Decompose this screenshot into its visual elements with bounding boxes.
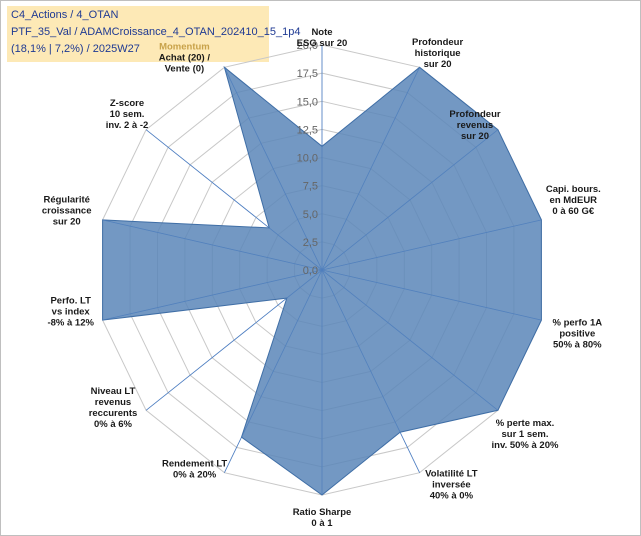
axis-label-1-line-2: sur 20 [424, 59, 452, 70]
axis-label-5-line-0: % perte max. [496, 418, 555, 429]
tick-label-2: 5,0 [303, 209, 318, 221]
spoke-overlay-9 [145, 269, 323, 411]
axis-label-6-line-2: 40% à 0% [430, 491, 474, 502]
tick-label-7: 17,5 [297, 68, 318, 80]
axis-label-8-line-1: 0% à 20% [173, 470, 217, 481]
axis-label-6-line-0: Volatilité LT [425, 469, 478, 480]
axis-label-12-line-2: inv. 2 à -2 [106, 120, 149, 131]
axis-label-3-line-2: 0 à 60 G€ [552, 206, 594, 217]
title-line-3: (18,1% | 7,2%) / 2025W27 [11, 43, 140, 55]
axis-label-0-line-0: Note [311, 27, 332, 38]
axis-label-12-line-1: 10 sem. [110, 109, 145, 120]
axis-label-7-line-0: Ratio Sharpe [293, 507, 352, 518]
tick-label-1: 2,5 [303, 237, 318, 249]
axis-label-4-line-2: 50% à 80% [553, 340, 602, 351]
spoke-overlay-13 [224, 67, 323, 271]
axis-label-2-line-2: sur 20 [461, 131, 489, 142]
spoke-overlay-1 [321, 67, 420, 271]
spoke-overlay-10 [102, 269, 323, 321]
axis-label-13-line-0: Momentum [159, 42, 210, 53]
axis-label-9-line-0: Niveau LT [91, 386, 136, 397]
chart-title-box: C4_Actions / 4_OTAN PTF_35_Val / ADAMCro… [7, 6, 300, 62]
title-line-2: PTF_35_Val / ADAMCroissance_4_OTAN_20241… [11, 26, 301, 38]
title-line-1: C4_Actions / 4_OTAN [11, 9, 119, 21]
axis-label-5-line-2: inv. 50% à 20% [492, 440, 559, 451]
axis-label-4-line-0: % perfo 1A [552, 318, 602, 329]
axis-label-11-line-2: sur 20 [53, 217, 81, 228]
spoke-overlay-2 [321, 129, 499, 271]
axis-label-2-line-0: Profondeur [449, 109, 500, 120]
spoke-overlay-8 [224, 269, 323, 473]
axis-label-5: % perte max.sur 1 sem.inv. 50% à 20% [492, 418, 559, 451]
axis-label-13-line-2: Vente (0) [165, 64, 205, 75]
tick-label-6: 15,0 [297, 96, 318, 108]
tick-label-8: 20,0 [297, 40, 318, 52]
axis-label-6-line-1: inversée [432, 480, 471, 491]
spoke-overlay-12 [145, 129, 323, 271]
axis-label-10-line-2: -8% à 12% [47, 318, 94, 329]
tick-label-3: 7,5 [303, 181, 318, 193]
axis-label-10-line-0: Perfo. LT [50, 296, 91, 307]
spoke-overlay-5 [321, 269, 499, 411]
axis-label-13-line-1: Achat (20) / [159, 53, 211, 64]
axis-label-2-line-1: revenus [457, 120, 493, 131]
tick-label-5: 12,5 [297, 124, 318, 136]
spoke-overlay-3 [321, 219, 542, 271]
axis-label-10-line-1: vs index [52, 307, 91, 318]
axis-label-9-line-1: revenus [95, 397, 131, 408]
tick-label-4: 10,0 [297, 153, 318, 165]
axis-label-5-line-1: sur 1 sem. [502, 429, 549, 440]
axis-label-1-line-1: historique [415, 48, 461, 59]
axis-label-9-line-3: 0% à 6% [94, 419, 133, 430]
axis-label-0-line-1: ESG sur 20 [297, 38, 348, 49]
axis-label-7-line-1: 0 à 1 [311, 518, 333, 529]
axis-label-4-line-1: positive [559, 329, 595, 340]
radar-series [102, 45, 542, 496]
axis-label-9-line-2: reccurents [89, 408, 138, 419]
tick-label-0: 0,0 [303, 265, 318, 277]
axis-label-11-line-0: Régularité [43, 195, 89, 206]
axis-label-11-line-1: croissance [42, 206, 92, 217]
axis-label-3-line-0: Capi. bours. [546, 184, 601, 195]
axis-label-3-line-1: en MdEUR [550, 195, 598, 206]
spoke-overlay-11 [102, 219, 323, 271]
axis-label-8: Rendement LT0% à 20% [162, 459, 227, 481]
axis-label-8-line-0: Rendement LT [162, 459, 227, 470]
spoke-overlay-4 [321, 269, 542, 321]
radar-tick-labels: 0,0 2,5 5,0 7,5 10,0 12,5 15,0 17,5 20,0 [297, 40, 318, 277]
spoke-overlay-6 [321, 269, 420, 473]
axis-label-1-line-0: Profondeur [412, 37, 463, 48]
axis-label-12-line-0: Z-score [110, 98, 144, 109]
